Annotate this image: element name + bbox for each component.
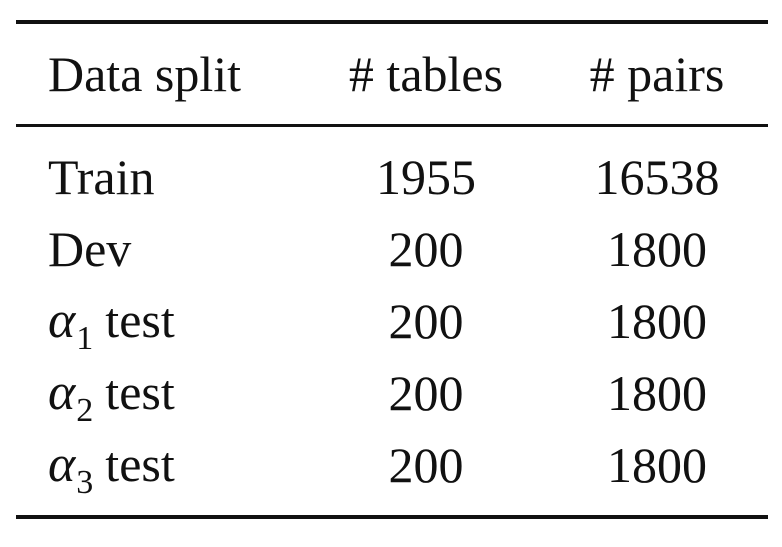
table-row-alpha2-test: α2 test 200 1800 [16, 357, 768, 429]
table-row-dev: Dev 200 1800 [16, 213, 768, 285]
alpha-symbol: α [48, 435, 76, 493]
table-row-train: Train 1955 16538 [16, 141, 768, 213]
tables-count: 200 [388, 436, 464, 493]
pairs-count: 1800 [607, 364, 707, 421]
header-rule [16, 124, 768, 127]
alpha-subscript: 2 [76, 391, 94, 429]
split-suffix: test [105, 363, 175, 420]
header-num-tables: # tables [348, 46, 504, 102]
header-num-pairs: # pairs [589, 46, 725, 102]
split-name: α3 test [16, 435, 306, 499]
pairs-count: 1800 [607, 220, 707, 277]
pairs-count: 1800 [607, 292, 707, 349]
split-suffix: test [105, 435, 175, 492]
data-split-table: Data split # tables # pairs Train 1955 1… [16, 20, 768, 519]
tables-count: 200 [388, 220, 464, 277]
pairs-count: 16538 [594, 148, 720, 205]
tables-count: 200 [388, 292, 464, 349]
tables-count: 1955 [376, 148, 476, 205]
split-suffix: test [105, 291, 175, 348]
table-row-alpha1-test: α1 test 200 1800 [16, 285, 768, 357]
tables-count: 200 [388, 364, 464, 421]
header-data-split: Data split [48, 46, 242, 102]
alpha-symbol: α [48, 291, 76, 349]
table-row-alpha3-test: α3 test 200 1800 [16, 429, 768, 501]
alpha-subscript: 3 [76, 463, 94, 501]
top-rule [16, 20, 768, 24]
split-name: α2 test [16, 363, 306, 427]
pairs-count: 1800 [607, 436, 707, 493]
split-name: Dev [48, 220, 132, 277]
header-row: Data split # tables # pairs [16, 24, 768, 124]
table-body: Train 1955 16538 Dev 200 1800 α1 test 200… [16, 127, 768, 515]
alpha-subscript: 1 [76, 319, 94, 357]
bottom-rule [16, 514, 768, 519]
split-name: Train [48, 148, 155, 205]
alpha-symbol: α [48, 363, 76, 421]
split-name: α1 test [16, 291, 306, 355]
